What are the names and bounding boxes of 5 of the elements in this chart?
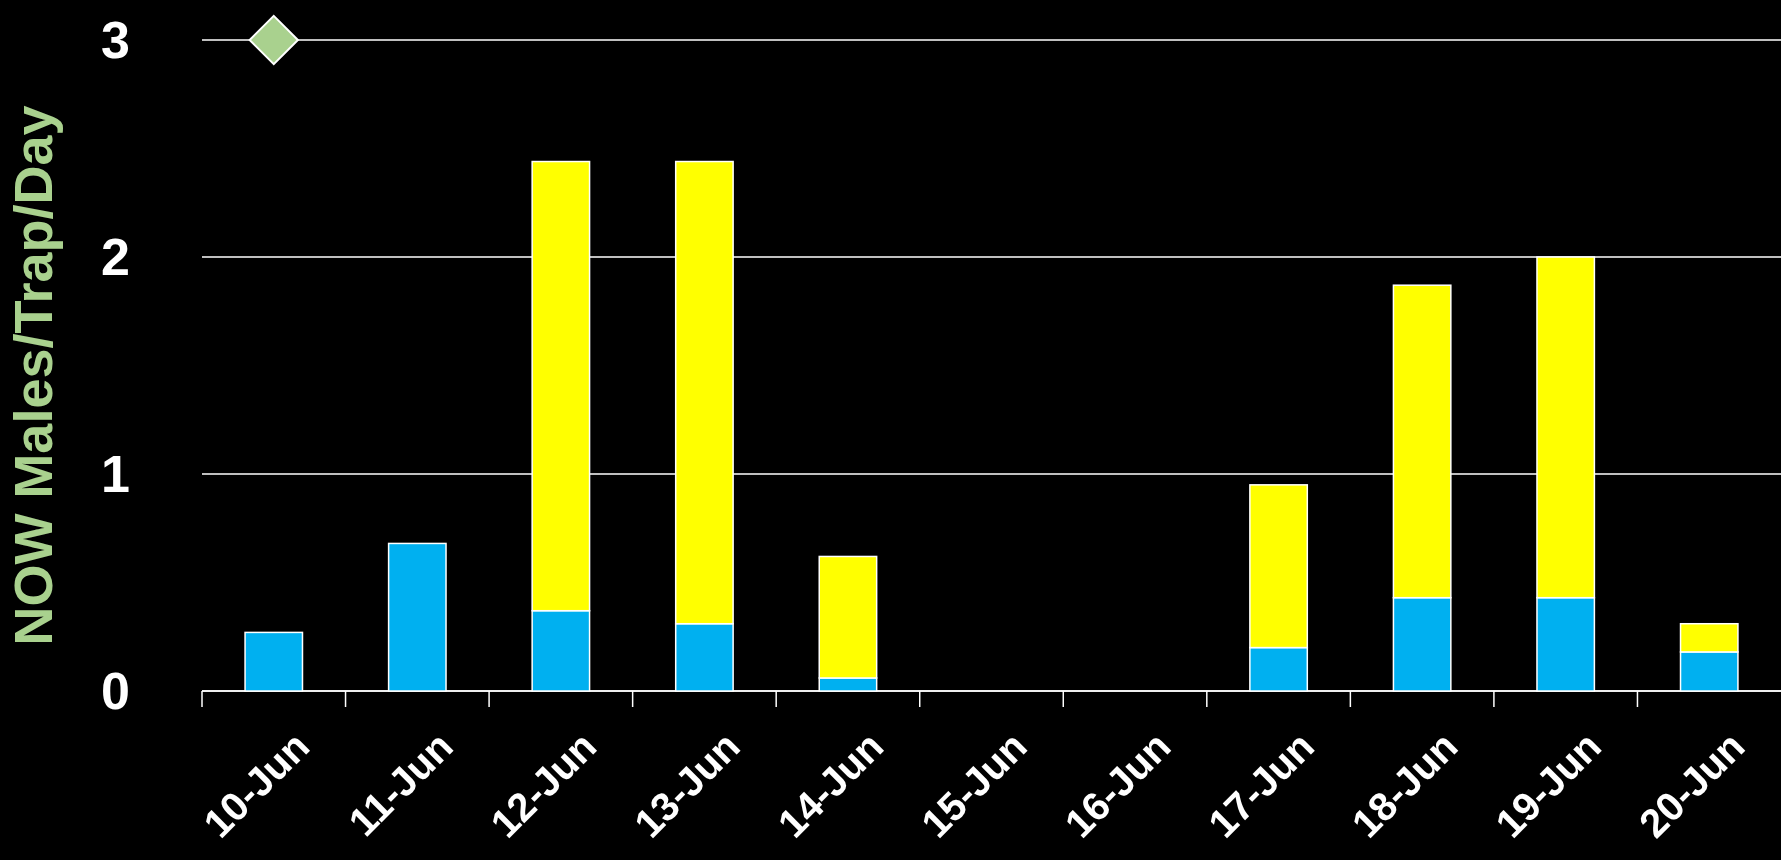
y-axis-title: NOW Males/Trap/Day (3, 105, 63, 646)
y-tick-label: 1 (101, 445, 130, 504)
y-tick-label: 3 (101, 11, 130, 70)
y-tick-label: 0 (101, 662, 130, 721)
y-tick-label: 2 (101, 228, 130, 287)
